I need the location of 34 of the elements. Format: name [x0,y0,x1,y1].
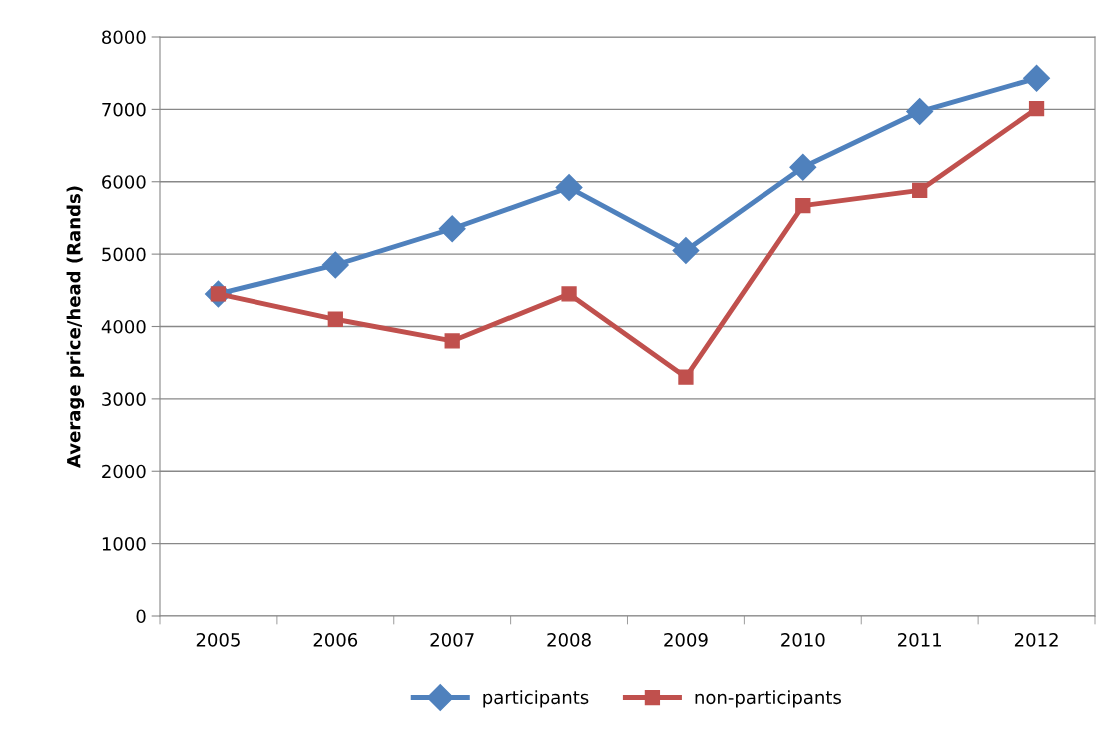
point [795,197,811,214]
point [1023,64,1051,92]
x-tick-label: 2007 [430,632,474,647]
legend-label: non-participants [695,690,841,708]
legend-label: participants [483,690,589,708]
point [1028,101,1045,117]
x-tick-label: 2010 [781,632,825,647]
x-tick-label: 2011 [898,632,941,647]
point [321,251,349,279]
x-tick-label: 2006 [313,632,358,647]
y-tick-label: 7000 [102,102,146,117]
point [555,174,583,202]
y-tick-label: 1000 [102,537,146,551]
x-tick-label: 2008 [547,632,591,647]
point [672,237,700,264]
y-tick-label: 4000 [101,319,146,334]
point [327,311,343,327]
point [789,153,817,181]
y-tick-label: 0 [136,609,146,624]
x-tick-label: 2009 [664,632,708,647]
point [906,98,934,126]
y-tick-label: 3000 [102,392,146,406]
y-tick-label: 6000 [102,175,146,189]
point [561,286,577,302]
y-tick-label: 5000 [102,247,146,262]
x-tick-label: 2012 [1014,632,1058,647]
point [912,182,928,199]
y-tick-label: 8000 [102,30,146,45]
point [444,333,460,349]
y-tick-label: 2000 [102,464,146,479]
x-tick-label: 2005 [196,632,240,647]
point [678,369,694,385]
y-axis-title: Average price/head (Rands) [66,186,85,468]
point [438,215,466,243]
